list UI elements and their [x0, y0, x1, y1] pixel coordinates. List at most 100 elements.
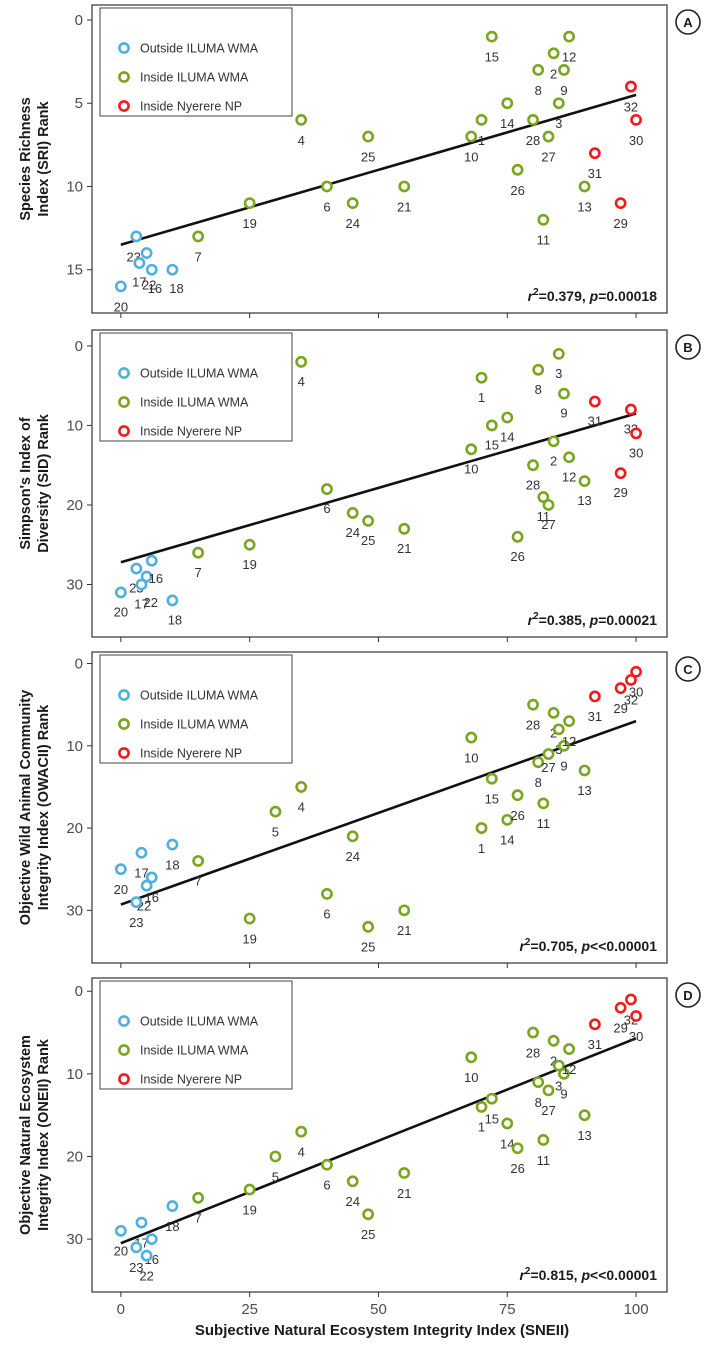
data-point-4 [295, 1125, 308, 1138]
data-point-label: 11 [537, 509, 551, 524]
data-point-label: 25 [361, 150, 375, 165]
data-point-label: 20 [114, 882, 128, 897]
data-point-label: 13 [577, 493, 591, 508]
panel-tag-letter: C [683, 662, 693, 677]
data-point-10 [465, 130, 478, 143]
data-point-label: 17 [134, 865, 148, 880]
data-point-15 [485, 772, 498, 785]
legend-marker-inside [118, 396, 130, 408]
data-point-label: 19 [242, 557, 256, 572]
data-point-label: 10 [464, 750, 478, 765]
data-point-30 [630, 113, 642, 126]
stat-part: 2 [533, 287, 539, 298]
data-point-23 [130, 562, 143, 575]
data-point-label: 4 [298, 800, 305, 815]
data-point-label: 21 [397, 541, 411, 556]
data-point-label: 22 [142, 278, 156, 293]
data-point-8 [532, 756, 545, 769]
data-point-28 [527, 113, 539, 126]
legend-marker-outside [118, 689, 130, 701]
data-point-11 [537, 491, 550, 503]
data-point-11 [537, 213, 550, 226]
stat-part: p [580, 1267, 590, 1283]
y-tick-label: 30 [66, 577, 83, 594]
data-point-label: 26 [510, 549, 524, 564]
data-point-label: 6 [323, 501, 330, 516]
y-tick-label: 20 [66, 820, 83, 837]
legend-label-np: Inside Nyerere NP [140, 425, 242, 439]
data-point-8 [532, 64, 545, 76]
data-point-16 [145, 263, 158, 276]
data-point-label: 1 [478, 841, 485, 856]
data-point-19 [243, 1183, 256, 1196]
data-point-6 [321, 180, 333, 193]
data-point-32 [625, 403, 637, 416]
data-point-label: 7 [195, 1211, 202, 1226]
stat-part: =0.00021 [598, 612, 657, 628]
data-point-6 [321, 1158, 333, 1171]
legend-marker-np [118, 100, 130, 112]
data-point-label: 16 [148, 281, 162, 296]
data-point-label: 15 [485, 791, 499, 806]
data-point-label: 25 [361, 533, 375, 548]
data-point-label: 31 [588, 709, 602, 724]
data-point-1 [475, 371, 488, 384]
data-point-label: 26 [510, 1161, 524, 1176]
data-point-label: 28 [526, 1045, 540, 1060]
legend-marker-np [118, 747, 130, 759]
data-point-29 [614, 467, 627, 480]
data-point-label: 8 [535, 83, 542, 98]
y-tick-label: 10 [66, 738, 83, 755]
data-point-15 [485, 30, 498, 43]
data-point-label: 22 [144, 595, 158, 610]
data-point-label: 29 [613, 701, 627, 716]
legend-marker-outside [118, 367, 130, 379]
y-tick-label: 5 [75, 95, 83, 112]
data-point-12 [563, 1043, 576, 1055]
data-point-label: 30 [629, 1029, 643, 1044]
data-point-label: 21 [397, 1186, 411, 1201]
panel-tag-circle [675, 656, 701, 682]
data-point-22 [140, 1249, 153, 1262]
data-point-label: 25 [361, 940, 375, 955]
stat-part: r [528, 288, 535, 304]
y-tick-label: 20 [66, 497, 83, 514]
data-point-label: 18 [168, 613, 182, 628]
data-point-25 [362, 920, 375, 933]
legend-marker-inside [118, 1044, 130, 1056]
data-point-10 [465, 443, 478, 456]
data-point-32 [625, 993, 637, 1006]
data-point-30 [630, 1010, 642, 1022]
data-point-label: 27 [541, 517, 555, 532]
stat-part: r [519, 1267, 526, 1283]
data-point-18 [166, 594, 179, 607]
data-point-label: 31 [588, 166, 602, 181]
legend-label-inside: Inside ILUMA WMA [140, 71, 249, 85]
data-point-25 [362, 514, 375, 527]
data-point-label: 9 [560, 759, 567, 774]
legend-label-np: Inside Nyerere NP [140, 1073, 242, 1087]
data-point-7 [192, 1191, 205, 1204]
y-tick-label: 0 [75, 12, 83, 29]
data-point-label: 13 [577, 783, 591, 798]
y-axis-label-line: Objective Natural Ecosystem [18, 1035, 34, 1235]
data-point-label: 29 [613, 216, 627, 231]
data-point-label: 14 [500, 833, 514, 848]
data-point-label: 4 [298, 374, 305, 389]
y-tick-label: 10 [66, 178, 83, 195]
data-point-21 [398, 180, 411, 193]
y-axis-label-line: Integrity Index (ONEII) Rank [36, 1038, 52, 1231]
legend-label-outside: Outside ILUMA WMA [140, 689, 259, 703]
data-point-9 [558, 739, 570, 752]
data-point-30 [630, 427, 642, 440]
stat-part: <<0.00001 [590, 1267, 657, 1283]
data-point-label: 16 [149, 571, 163, 586]
data-point-label: 11 [537, 233, 551, 248]
panel-a: 0 5 10 15 Species Richness Index (SRI) Rank 20… [18, 4, 701, 318]
data-point-19 [243, 912, 256, 925]
data-point-28 [527, 698, 539, 711]
data-point-label: 14 [500, 430, 514, 445]
legend-box [99, 654, 293, 764]
